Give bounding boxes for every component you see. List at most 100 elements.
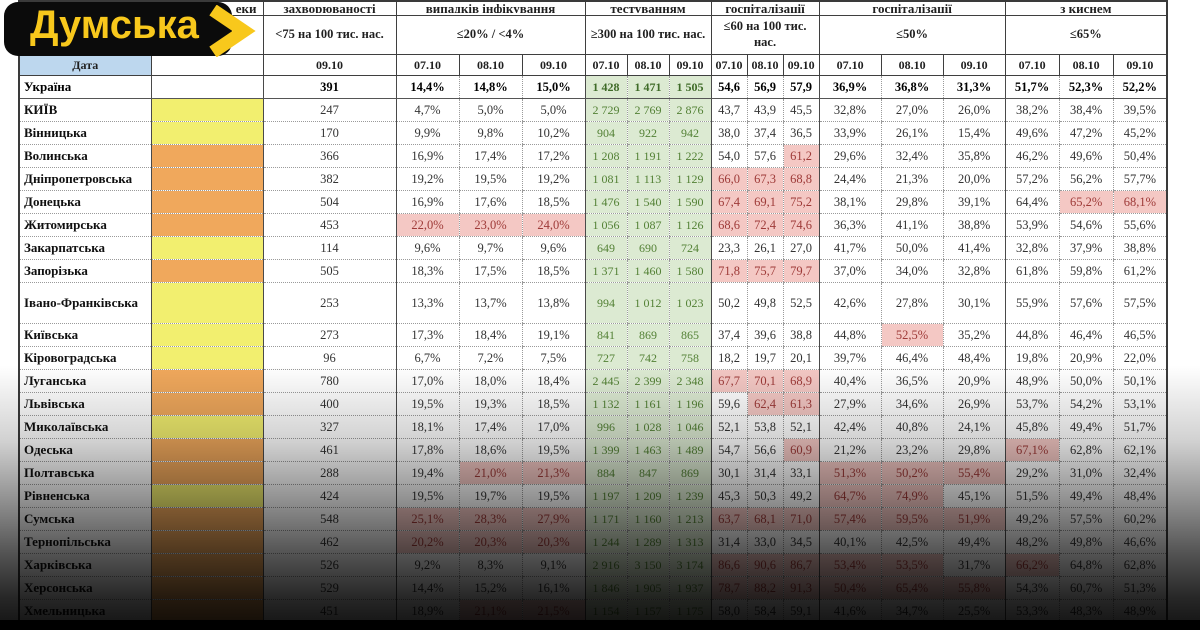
level-indicator-cell <box>150 461 264 485</box>
region-name-cell: Херсонська <box>19 576 151 600</box>
table-row: Житомирська 453 22,0% 23,0% 24,0% 1 056 1 087 1… <box>19 213 1168 237</box>
value-cell: 1 160 <box>626 507 670 531</box>
value-cell: 14,4% <box>395 75 460 99</box>
value-cell: 57,6% <box>1058 282 1114 324</box>
value-cell: 27,0% <box>880 98 944 122</box>
value-cell: 59,8% <box>1058 259 1114 283</box>
value-cell: 1 023 <box>668 282 712 324</box>
value-cell: 57,9 <box>782 75 820 99</box>
value-cell: 51,5% <box>1004 484 1060 508</box>
value-cell: 453 <box>262 213 397 237</box>
value-cell: 17,0% <box>395 369 460 393</box>
value-cell: 53,9% <box>1004 213 1060 237</box>
table-row: Харківська 526 9,2% 8,3% 9,1% 2 916 3 150 3 174… <box>19 553 1168 577</box>
value-cell: 869 <box>626 323 670 347</box>
value-cell: 49,6% <box>1058 144 1114 168</box>
value-cell: 66,2% <box>1004 553 1060 577</box>
date-header: 09.10 <box>668 54 712 76</box>
region-name-cell: Вінницька <box>19 121 151 145</box>
value-cell: 21,2% <box>818 438 882 462</box>
value-cell: 1 428 <box>584 75 628 99</box>
level-indicator-cell <box>150 213 264 237</box>
value-cell: 16,9% <box>395 144 460 168</box>
value-cell: 327 <box>262 415 397 439</box>
date-header: 08.10 <box>746 54 784 76</box>
dumska-logo-badge: Думська <box>4 2 258 60</box>
value-cell: 649 <box>584 236 628 260</box>
value-cell: 18,1% <box>395 415 460 439</box>
level-indicator-cell <box>150 392 264 416</box>
value-cell: 65,4% <box>880 576 944 600</box>
value-cell: 1 489 <box>668 438 712 462</box>
region-name-cell: Запорізька <box>19 259 151 283</box>
table-row: Дніпропетровська 382 19,2% 19,5% 19,2% 1 081 1… <box>19 167 1168 191</box>
table-row: Херсонська 529 14,4% 15,2% 16,1% 1 846 1 905 1 … <box>19 576 1168 600</box>
value-cell: 9,2% <box>395 553 460 577</box>
value-cell: 55,6% <box>1112 213 1168 237</box>
level-indicator-cell <box>150 282 264 324</box>
value-cell: 690 <box>626 236 670 260</box>
value-cell: 18,0% <box>458 369 523 393</box>
value-cell: 26,1% <box>880 121 944 145</box>
value-cell: 39,1% <box>942 190 1006 214</box>
value-cell: 66,0 <box>710 167 748 191</box>
value-cell: 46,4% <box>1058 323 1114 347</box>
value-cell: 40,1% <box>818 530 882 554</box>
value-cell: 996 <box>584 415 628 439</box>
value-cell: 56,2% <box>1058 167 1114 191</box>
value-cell: 19,3% <box>458 392 523 416</box>
value-cell: 6,7% <box>395 346 460 370</box>
value-cell: 37,4 <box>746 121 784 145</box>
value-cell: 922 <box>626 121 670 145</box>
date-header: 08.10 <box>1058 54 1114 76</box>
criteria-header: ≤60 на 100 тис. нас. <box>710 15 820 55</box>
value-cell: 14,4% <box>395 576 460 600</box>
value-cell: 9,6% <box>521 236 586 260</box>
level-indicator-cell <box>150 236 264 260</box>
table-row: Львівська 400 19,5% 19,3% 18,5% 1 132 1 161 1 1… <box>19 392 1168 416</box>
value-cell: 64,8% <box>1058 553 1114 577</box>
value-cell: 56,6 <box>746 438 784 462</box>
criteria-header: ≤50% <box>818 15 1006 55</box>
table-row: Одеська 461 17,8% 18,6% 19,5% 1 399 1 463 1 489… <box>19 438 1168 462</box>
value-cell: 17,2% <box>521 144 586 168</box>
value-cell: 57,5% <box>1112 282 1168 324</box>
value-cell: 60,2% <box>1112 507 1168 531</box>
value-cell: 69,1 <box>746 190 784 214</box>
badge-label: Думська <box>30 3 199 47</box>
region-name-cell: Одеська <box>19 438 151 462</box>
table-row: КИЇВ 247 4,7% 5,0% 5,0% 2 729 2 769 2 876 43,7 43… <box>19 98 1168 122</box>
value-cell: 90,6 <box>746 553 784 577</box>
value-cell: 68,8 <box>782 167 820 191</box>
value-cell: 2 769 <box>626 98 670 122</box>
value-cell: 59,6 <box>710 392 748 416</box>
value-cell: 170 <box>262 121 397 145</box>
value-cell: 18,5% <box>521 259 586 283</box>
value-cell: 366 <box>262 144 397 168</box>
value-cell: 32,8% <box>942 259 1006 283</box>
value-cell: 60,7% <box>1058 576 1114 600</box>
value-cell: 17,4% <box>458 415 523 439</box>
value-cell: 48,9% <box>1004 369 1060 393</box>
value-cell: 55,4% <box>942 461 1006 485</box>
value-cell: 1 208 <box>584 144 628 168</box>
table-row: Сумська 548 25,1% 28,3% 27,9% 1 171 1 160 1 213… <box>19 507 1168 531</box>
level-indicator-cell <box>150 259 264 283</box>
value-cell: 38,4% <box>1058 98 1114 122</box>
value-cell: 1 012 <box>626 282 670 324</box>
value-cell: 1 191 <box>626 144 670 168</box>
value-cell: 424 <box>262 484 397 508</box>
value-cell: 19,7 <box>746 346 784 370</box>
value-cell: 28,3% <box>458 507 523 531</box>
value-cell: 50,4% <box>818 576 882 600</box>
value-cell: 27,8% <box>880 282 944 324</box>
value-cell: 86,6 <box>710 553 748 577</box>
value-cell: 56,9 <box>746 75 784 99</box>
chevron-right-icon <box>209 5 256 57</box>
level-indicator-cell <box>150 576 264 600</box>
region-name-cell: Миколаївська <box>19 415 151 439</box>
value-cell: 35,2% <box>942 323 1006 347</box>
value-cell: 3 174 <box>668 553 712 577</box>
value-cell: 13,8% <box>521 282 586 324</box>
value-cell: 20,9% <box>1058 346 1114 370</box>
